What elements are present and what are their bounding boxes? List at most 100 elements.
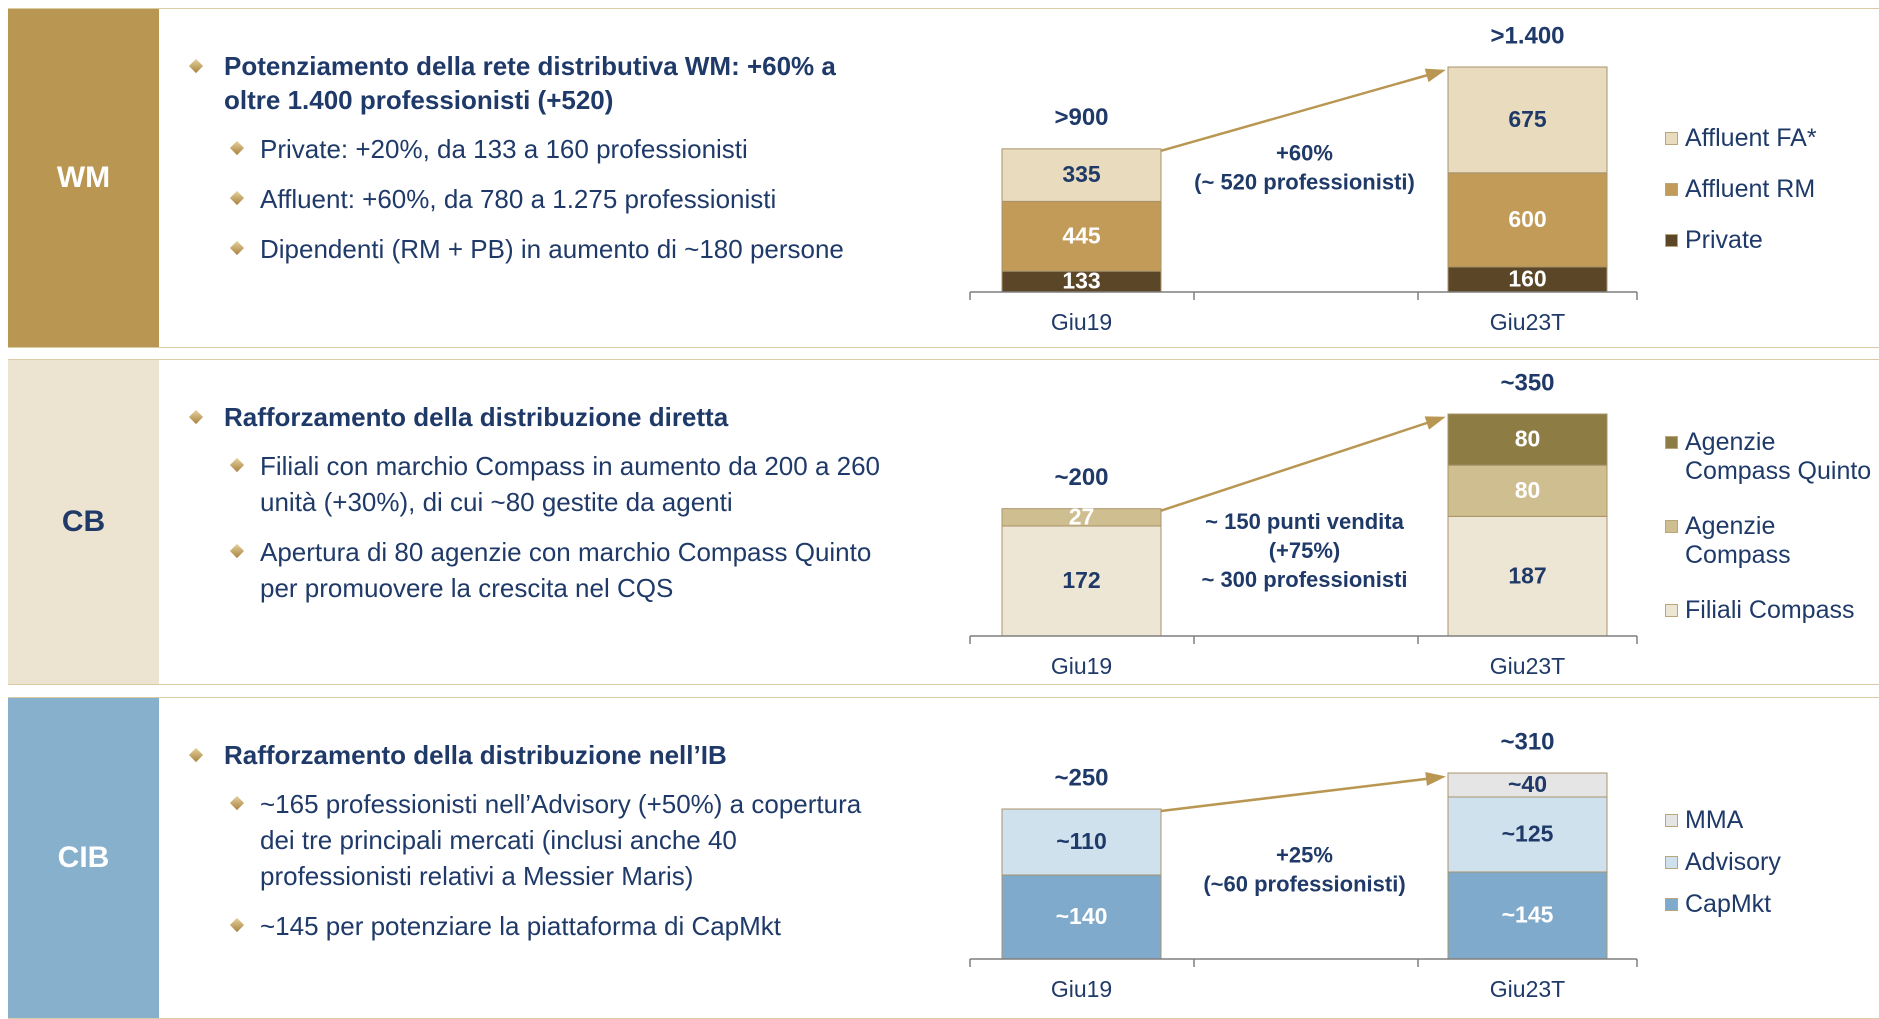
x-tick-label: Giu19 — [1051, 976, 1112, 1002]
data-label: 335 — [1062, 161, 1101, 187]
data-label: ~125 — [1502, 821, 1554, 847]
text-block: Rafforzamento della distribuzione dirett… — [216, 400, 896, 606]
legend-item: Affluent RM — [1665, 175, 1879, 204]
legend-label: CapMkt — [1685, 890, 1772, 918]
x-tick-label: Giu19 — [1051, 653, 1112, 679]
bar-segment — [1447, 413, 1608, 466]
growth-arrow — [1160, 416, 1443, 512]
annotation: ~ 300 professionisti — [1201, 567, 1407, 592]
bar-segment — [1001, 200, 1162, 272]
section-tag: CB — [8, 360, 159, 684]
bullet: ~145 per potenziare la piattaforma di Ca… — [260, 908, 880, 944]
data-label: 675 — [1508, 106, 1547, 132]
annotation: (~ 520 professionisti) — [1194, 169, 1415, 194]
panel: WM Potenziamento della rete distributiva … — [8, 8, 1879, 348]
legend-item: MMA — [1665, 806, 1879, 835]
bar-segment — [1001, 508, 1162, 527]
x-tick-label: Giu23T — [1490, 309, 1565, 335]
data-label: 160 — [1508, 266, 1546, 292]
panel: CB Rafforzamento della distribuzione dire… — [8, 359, 1879, 685]
total-label: ~250 — [1054, 764, 1108, 791]
text-block: Potenziamento della rete distributiva WM… — [216, 49, 896, 267]
bullet: Affluent: +60%, da 780 a 1.275 professio… — [260, 181, 880, 217]
data-label: 187 — [1508, 562, 1546, 588]
total-label: ~310 — [1500, 728, 1554, 755]
legend-label: Advisory — [1685, 848, 1781, 876]
data-label: ~145 — [1502, 902, 1554, 928]
data-label: 27 — [1069, 503, 1095, 529]
arrow-head — [1424, 68, 1446, 83]
section-tag: WM — [8, 9, 159, 347]
legend-swatch — [1665, 856, 1678, 869]
legend-item: Agenzie Compass Quinto — [1665, 428, 1879, 486]
total-label: ~200 — [1054, 464, 1108, 491]
bar-segment — [1001, 525, 1162, 637]
legend: MMA Advisory CapMkt — [1665, 806, 1879, 919]
data-label: 172 — [1062, 567, 1100, 593]
data-label: 80 — [1515, 477, 1541, 503]
total-label: >1.400 — [1490, 22, 1564, 49]
data-label: 80 — [1515, 426, 1541, 452]
total-label: ~350 — [1500, 369, 1554, 396]
annotation: (~60 professionisti) — [1203, 871, 1405, 896]
bullet: Apertura di 80 agenzie con marchio Compa… — [260, 534, 880, 606]
bar-segment — [1447, 66, 1608, 174]
legend-swatch — [1665, 132, 1678, 145]
legend-swatch — [1665, 183, 1678, 196]
data-label: 445 — [1062, 222, 1101, 248]
section-tag: CIB — [8, 698, 159, 1018]
legend: Agenzie Compass Quinto Agenzie Compass Fil… — [1665, 428, 1879, 625]
panel: CIB Rafforzamento della distribuzione nel… — [8, 697, 1879, 1019]
chart: 133 445 335 >900 Giu19 160 600 675 >1.400 Giu23T +… — [969, 22, 1638, 335]
heading: Potenziamento della rete distributiva WM… — [216, 49, 864, 117]
legend: Affluent FA* Affluent RM Private — [1665, 124, 1879, 255]
legend-item: CapMkt — [1665, 890, 1879, 919]
bar-segment — [1447, 464, 1608, 517]
legend-label: Agenzie Compass — [1685, 512, 1791, 569]
x-tick-label: Giu19 — [1051, 309, 1112, 335]
legend-label: Agenzie Compass Quinto — [1685, 428, 1872, 485]
total-label: >900 — [1054, 104, 1108, 131]
x-tick-label: Giu23T — [1490, 976, 1565, 1002]
legend-item: Filiali Compass — [1665, 596, 1879, 625]
bar-segment — [1447, 772, 1608, 798]
bar-segment — [1447, 871, 1608, 960]
bullet: ~165 professionisti nell’Advisory (+50%)… — [260, 786, 880, 894]
arrow-head — [1424, 416, 1446, 430]
data-label: 133 — [1062, 268, 1100, 294]
growth-arrow — [1160, 69, 1443, 153]
data-label: ~110 — [1056, 828, 1107, 854]
legend-label: MMA — [1685, 806, 1744, 834]
annotation: ~ 150 punti vendita — [1205, 509, 1404, 534]
text-block: Rafforzamento della distribuzione nell’I… — [216, 738, 896, 944]
annotation: +25% — [1276, 842, 1333, 867]
legend-swatch — [1665, 436, 1678, 449]
x-tick-label: Giu23T — [1490, 653, 1565, 679]
arrow-head — [1425, 771, 1446, 786]
data-label: ~40 — [1508, 771, 1547, 797]
data-label: 600 — [1508, 206, 1546, 232]
legend-swatch — [1665, 604, 1678, 617]
legend-swatch — [1665, 520, 1678, 533]
bar-segment — [1447, 515, 1608, 637]
legend-item: Agenzie Compass — [1665, 512, 1879, 570]
bullet: Filiali con marchio Compass in aumento d… — [260, 448, 880, 520]
legend-item: Affluent FA* — [1665, 124, 1879, 153]
legend-label: Affluent FA* — [1685, 124, 1817, 152]
bar-segment — [1001, 808, 1162, 876]
bar-segment — [1447, 796, 1608, 873]
legend-item: Private — [1665, 226, 1879, 255]
legend-label: Affluent RM — [1685, 175, 1816, 203]
bar-segment — [1001, 148, 1162, 202]
heading: Rafforzamento della distribuzione nell’I… — [216, 738, 864, 772]
annotation: (+75%) — [1269, 538, 1341, 563]
chart: ~140 ~110 ~250 Giu19 ~145 ~125 ~40 ~310 Giu23T +2… — [969, 728, 1638, 1002]
bullet: Private: +20%, da 133 a 160 professionis… — [260, 131, 880, 167]
legend-label: Filiali Compass — [1685, 596, 1855, 624]
legend-label: Private — [1685, 226, 1763, 254]
chart: 172 27 ~200 Giu19 187 80 80 ~350 Giu23T ~ 150 pun… — [969, 369, 1638, 679]
growth-arrow — [1160, 775, 1443, 813]
bullet: Dipendenti (RM + PB) in aumento di ~180 … — [260, 231, 880, 267]
annotation: +60% — [1276, 140, 1333, 165]
